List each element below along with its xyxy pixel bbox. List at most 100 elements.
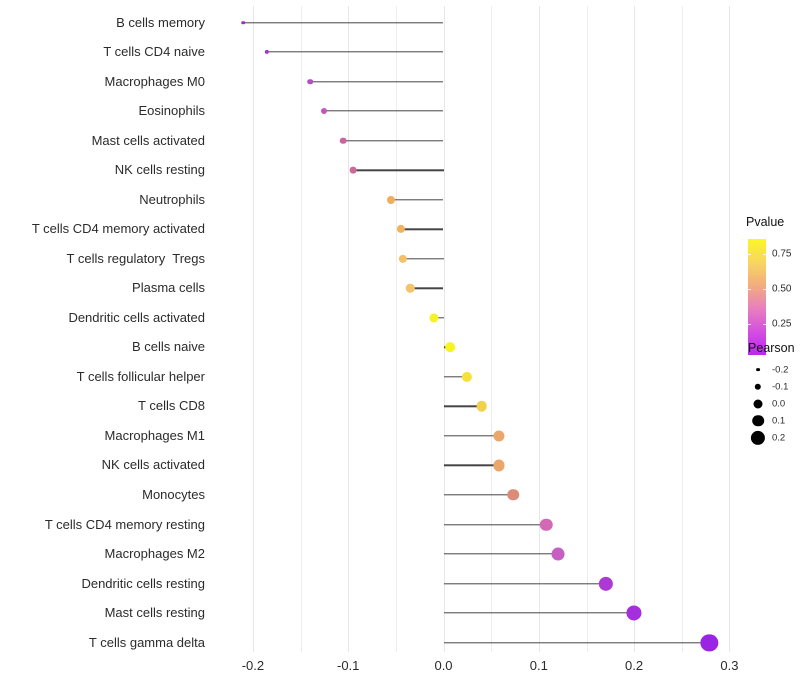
lollipop-dot: [551, 547, 565, 561]
lollipop-dot: [540, 518, 553, 531]
category-label: T cells regulatory Tregs: [66, 250, 205, 266]
lollipop-dot: [445, 342, 456, 353]
lollipop-dot: [265, 49, 270, 55]
lollipop-stem: [443, 612, 635, 614]
x-tick-label: 0.0: [434, 658, 453, 673]
category-label: Dendritic cells activated: [68, 309, 205, 325]
lollipop-dot: [321, 108, 328, 115]
category-label: T cells CD8: [138, 398, 205, 414]
lollipop-stem: [443, 582, 606, 585]
category-label: Dendritic cells resting: [81, 575, 205, 591]
category-label: B cells naive: [132, 339, 205, 355]
pvalue-tick-label: 0.25: [772, 318, 792, 330]
lollipop-stem: [443, 435, 499, 437]
category-label: T cells CD4 memory resting: [44, 516, 205, 532]
lollipop-stem: [434, 317, 444, 319]
lollipop-dot: [349, 166, 357, 174]
category-label: T cells CD4 naive: [103, 44, 205, 60]
lollipop-stem: [443, 376, 468, 378]
pearson-legend-item: -0.1: [748, 378, 800, 395]
category-label: Plasma cells: [132, 280, 205, 296]
lollipop-stem: [343, 139, 444, 142]
major-gridline: [538, 6, 540, 652]
pearson-size-label: 0.2: [772, 432, 786, 443]
pearson-size-label: 0.1: [772, 415, 786, 426]
pearson-legend: Pearson -0.2 -0.1 0.0 0.1 0.2: [748, 341, 800, 445]
lollipop-dot: [405, 284, 415, 293]
lollipop-stem: [443, 553, 558, 555]
lollipop-dot: [429, 313, 439, 323]
gradient-tick: [763, 289, 766, 290]
lollipop-stem: [443, 464, 499, 467]
major-gridline: [634, 6, 636, 652]
pvalue-tick-label: 0.50: [772, 283, 792, 295]
pearson-legend-item: 0.1: [748, 412, 800, 429]
pearson-size-label: -0.2: [772, 364, 789, 375]
x-tick-label: -0.2: [241, 658, 265, 673]
gradient-tick: [763, 324, 766, 325]
lollipop-dot: [493, 459, 505, 471]
x-tick-label: -0.1: [336, 658, 360, 673]
lollipop-dot: [493, 430, 505, 442]
category-label: Macrophages M2: [104, 546, 205, 562]
lollipop-stem: [324, 110, 444, 112]
pearson-legend-title: Pearson: [748, 341, 795, 355]
minor-gridline: [586, 6, 588, 652]
lollipop-stem: [310, 80, 444, 83]
category-label: Mast cells activated: [91, 132, 205, 148]
x-tick-label: 0.2: [625, 658, 644, 673]
lollipop-dot: [700, 633, 719, 652]
category-label: Eosinophils: [138, 103, 206, 119]
minor-gridline: [300, 6, 302, 652]
pearson-size-dot: [753, 399, 763, 408]
major-gridline: [348, 6, 350, 652]
lollipop-dot: [476, 401, 487, 412]
lollipop-dot: [307, 78, 313, 85]
lollipop-stem: [400, 228, 444, 230]
category-label: T cells CD4 memory activated: [31, 221, 205, 237]
pearson-size-dot: [754, 383, 762, 390]
lollipop-dot: [598, 576, 613, 591]
lollipop-dot: [241, 20, 246, 25]
category-label: B cells memory: [116, 14, 205, 30]
lollipop-dot: [398, 254, 407, 263]
pearson-size-dot: [750, 430, 766, 445]
lollipop-dot: [396, 225, 405, 234]
major-gridline: [252, 6, 254, 652]
category-label: NK cells activated: [101, 457, 205, 473]
gradient-tick: [748, 324, 751, 325]
minor-gridline: [681, 6, 683, 652]
category-label: NK cells resting: [114, 162, 205, 178]
gradient-tick: [748, 289, 751, 290]
lollipop-stem: [443, 641, 710, 644]
minor-gridline: [491, 6, 493, 652]
x-tick-label: 0.1: [529, 658, 548, 673]
pearson-size-dot: [756, 367, 760, 372]
lollipop-stem: [267, 51, 444, 53]
lollipop-stem: [402, 258, 444, 260]
x-tick-label: 0.3: [720, 658, 739, 673]
category-label: T cells follicular helper: [76, 368, 205, 384]
category-label: Neutrophils: [139, 191, 205, 207]
lollipop-dot: [507, 489, 519, 501]
lollipop-stem: [410, 287, 444, 289]
lollipop-stem: [443, 405, 482, 408]
major-gridline: [729, 6, 731, 652]
pearson-legend-item: 0.2: [748, 429, 800, 446]
pvalue-legend-title: Pvalue: [746, 215, 785, 229]
lollipop-stem: [443, 523, 547, 526]
gradient-tick: [763, 254, 766, 255]
major-gridline: [443, 6, 445, 652]
lollipop-stem: [391, 198, 444, 201]
gradient-tick: [748, 254, 751, 255]
lollipop-dot: [626, 605, 642, 621]
minor-gridline: [395, 6, 397, 652]
pearson-legend-item: -0.2: [748, 361, 800, 378]
category-label: T cells gamma delta: [88, 634, 205, 650]
pvalue-legend: Pvalue 0.75 0.50 0.25: [746, 215, 800, 355]
pearson-legend-item: 0.0: [748, 395, 800, 412]
category-label: Mast cells resting: [104, 605, 205, 621]
lollipop-dot: [387, 195, 396, 204]
pvalue-tick-label: 0.75: [772, 248, 792, 260]
